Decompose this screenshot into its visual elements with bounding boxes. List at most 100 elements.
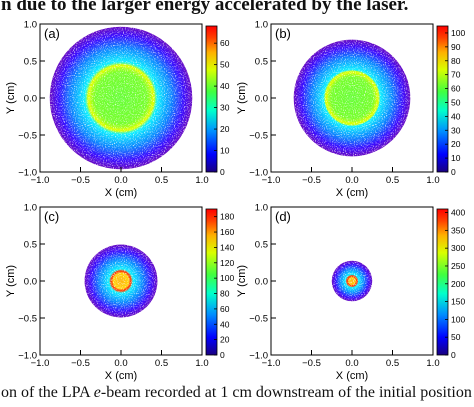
colorbar-tick-label: 200 <box>451 279 465 289</box>
x-tick-label: −0.5 <box>71 175 90 186</box>
x-axis-label: X (cm) <box>105 187 137 199</box>
x-tick-label: 1.0 <box>426 358 439 369</box>
x-tick-label: 0.0 <box>114 358 127 369</box>
x-axis-label: X (cm) <box>336 370 368 382</box>
colorbar-tick-label: 10 <box>220 146 230 156</box>
colorbar-tick-label: 20 <box>451 139 461 149</box>
beam-spot <box>84 244 158 318</box>
x-tick-label: 0.0 <box>345 175 358 186</box>
y-tick-label: 0.5 <box>255 57 268 68</box>
y-tick-label: 0.0 <box>24 94 37 105</box>
x-tick-label: −1.0 <box>262 175 281 186</box>
colorbar-tick-label: 40 <box>220 81 230 91</box>
heatmap-panel-3: −1.0 −0.5 0.0 0.5 1.0 −1.0 −0.5 0.0 0.5 1.0 X (cm)… <box>5 203 234 383</box>
colorbar-tick-label: 0 <box>451 167 456 177</box>
x-axis-label: X (cm) <box>105 370 137 382</box>
x-tick-label: 0.5 <box>386 358 399 369</box>
panel-label: (d) <box>275 209 291 224</box>
y-tick-label: −1.0 <box>18 351 37 362</box>
colorbar-tick-label: 20 <box>220 124 230 134</box>
x-tick-label: 0.0 <box>345 358 358 369</box>
y-tick-label: 1.0 <box>24 203 37 214</box>
preceding-paragraph-line: n due to the larger energy accelerated b… <box>1 0 409 15</box>
y-tick-label: −0.5 <box>18 314 37 325</box>
figure-caption-line: on of the LPA e-beam recorded at 1 cm do… <box>1 384 474 401</box>
colorbar-tick-label: 0 <box>220 350 225 360</box>
colorbar <box>436 25 449 173</box>
y-tick-label: 1.0 <box>255 20 268 31</box>
colorbar-tick-label: 100 <box>451 28 465 38</box>
colorbar <box>205 208 218 356</box>
y-tick-label: 0.0 <box>24 277 37 288</box>
colorbar-tick-label: 180 <box>220 212 234 222</box>
panel-label: (a) <box>44 26 60 41</box>
colorbar-tick-label: 10 <box>451 153 461 163</box>
colorbar <box>205 25 218 173</box>
colorbar-tick-label: 300 <box>451 243 465 253</box>
colorbar-tick-label: 60 <box>451 84 461 94</box>
heatmap-panel-1: −1.0 −0.5 0.0 0.5 1.0 −1.0 −0.5 0.0 0.5 1.0 X (cm)… <box>5 20 230 200</box>
colorbar-tick-label: 100 <box>220 273 234 283</box>
y-tick-label: −0.5 <box>249 314 268 325</box>
colorbar-tick-label: 350 <box>451 225 465 235</box>
colorbar-tick-label: 50 <box>220 60 230 70</box>
colorbar-tick-label: 20 <box>220 335 230 345</box>
colorbar-tick-label: 100 <box>451 314 465 324</box>
panel-label: (c) <box>44 209 59 224</box>
x-tick-label: −0.5 <box>302 175 321 186</box>
colorbar-tick-label: 140 <box>220 242 234 252</box>
heatmap-panel-2: −1.0 −0.5 0.0 0.5 1.0 −1.0 −0.5 0.0 0.5 1.0 X (cm)… <box>236 20 465 200</box>
colorbar-tick-label: 30 <box>451 125 461 135</box>
y-tick-label: −0.5 <box>249 131 268 142</box>
x-tick-label: 1.0 <box>195 358 208 369</box>
x-tick-label: −1.0 <box>31 358 50 369</box>
y-tick-label: 0.5 <box>255 240 268 251</box>
colorbar-tick-label: 40 <box>451 111 461 121</box>
y-axis-label: Y (cm) <box>236 82 248 114</box>
beam-spot <box>331 260 373 302</box>
y-tick-label: −1.0 <box>18 168 37 179</box>
colorbar-tick-label: 0 <box>220 167 225 177</box>
colorbar-tick-label: 60 <box>220 304 230 314</box>
x-tick-label: 0.0 <box>114 175 127 186</box>
colorbar-tick-label: 60 <box>220 38 230 48</box>
y-tick-label: 0.5 <box>24 240 37 251</box>
colorbar-tick-label: 160 <box>220 227 234 237</box>
colorbar-tick-label: 70 <box>451 70 461 80</box>
beam-spot <box>293 39 411 157</box>
x-axis-label: X (cm) <box>336 187 368 199</box>
y-axis-label: Y (cm) <box>5 82 17 114</box>
y-tick-label: 0.0 <box>255 277 268 288</box>
y-tick-label: 1.0 <box>24 20 37 31</box>
y-tick-label: −0.5 <box>18 131 37 142</box>
panel-label: (b) <box>275 26 291 41</box>
x-tick-label: 1.0 <box>195 175 208 186</box>
y-tick-label: −1.0 <box>249 351 268 362</box>
x-tick-label: 0.5 <box>155 175 168 186</box>
colorbar-tick-label: 40 <box>220 319 230 329</box>
colorbar-tick-label: 0 <box>451 350 456 360</box>
colorbar-tick-label: 150 <box>451 297 465 307</box>
colorbar-tick-label: 30 <box>220 103 230 113</box>
y-tick-label: 0.0 <box>255 94 268 105</box>
colorbar-tick-label: 120 <box>220 258 234 268</box>
heatmap-panel-4: −1.0 −0.5 0.0 0.5 1.0 −1.0 −0.5 0.0 0.5 1.0 X (cm)… <box>236 203 465 383</box>
x-tick-label: −0.5 <box>71 358 90 369</box>
x-tick-label: −1.0 <box>31 175 50 186</box>
x-tick-label: 1.0 <box>426 175 439 186</box>
colorbar-tick-label: 250 <box>451 261 465 271</box>
colorbar-tick-label: 80 <box>451 56 461 66</box>
x-tick-label: −0.5 <box>302 358 321 369</box>
colorbar-tick-label: 50 <box>451 97 461 107</box>
y-tick-label: 0.5 <box>24 57 37 68</box>
y-tick-label: −1.0 <box>249 168 268 179</box>
y-tick-label: 1.0 <box>255 203 268 214</box>
colorbar-tick-label: 50 <box>451 332 461 342</box>
colorbar-tick-label: 80 <box>220 289 230 299</box>
x-tick-label: 0.5 <box>386 175 399 186</box>
colorbar-tick-label: 90 <box>451 42 461 52</box>
colorbar <box>436 208 449 356</box>
x-tick-label: −1.0 <box>262 358 281 369</box>
colorbar-tick-label: 400 <box>451 208 465 218</box>
